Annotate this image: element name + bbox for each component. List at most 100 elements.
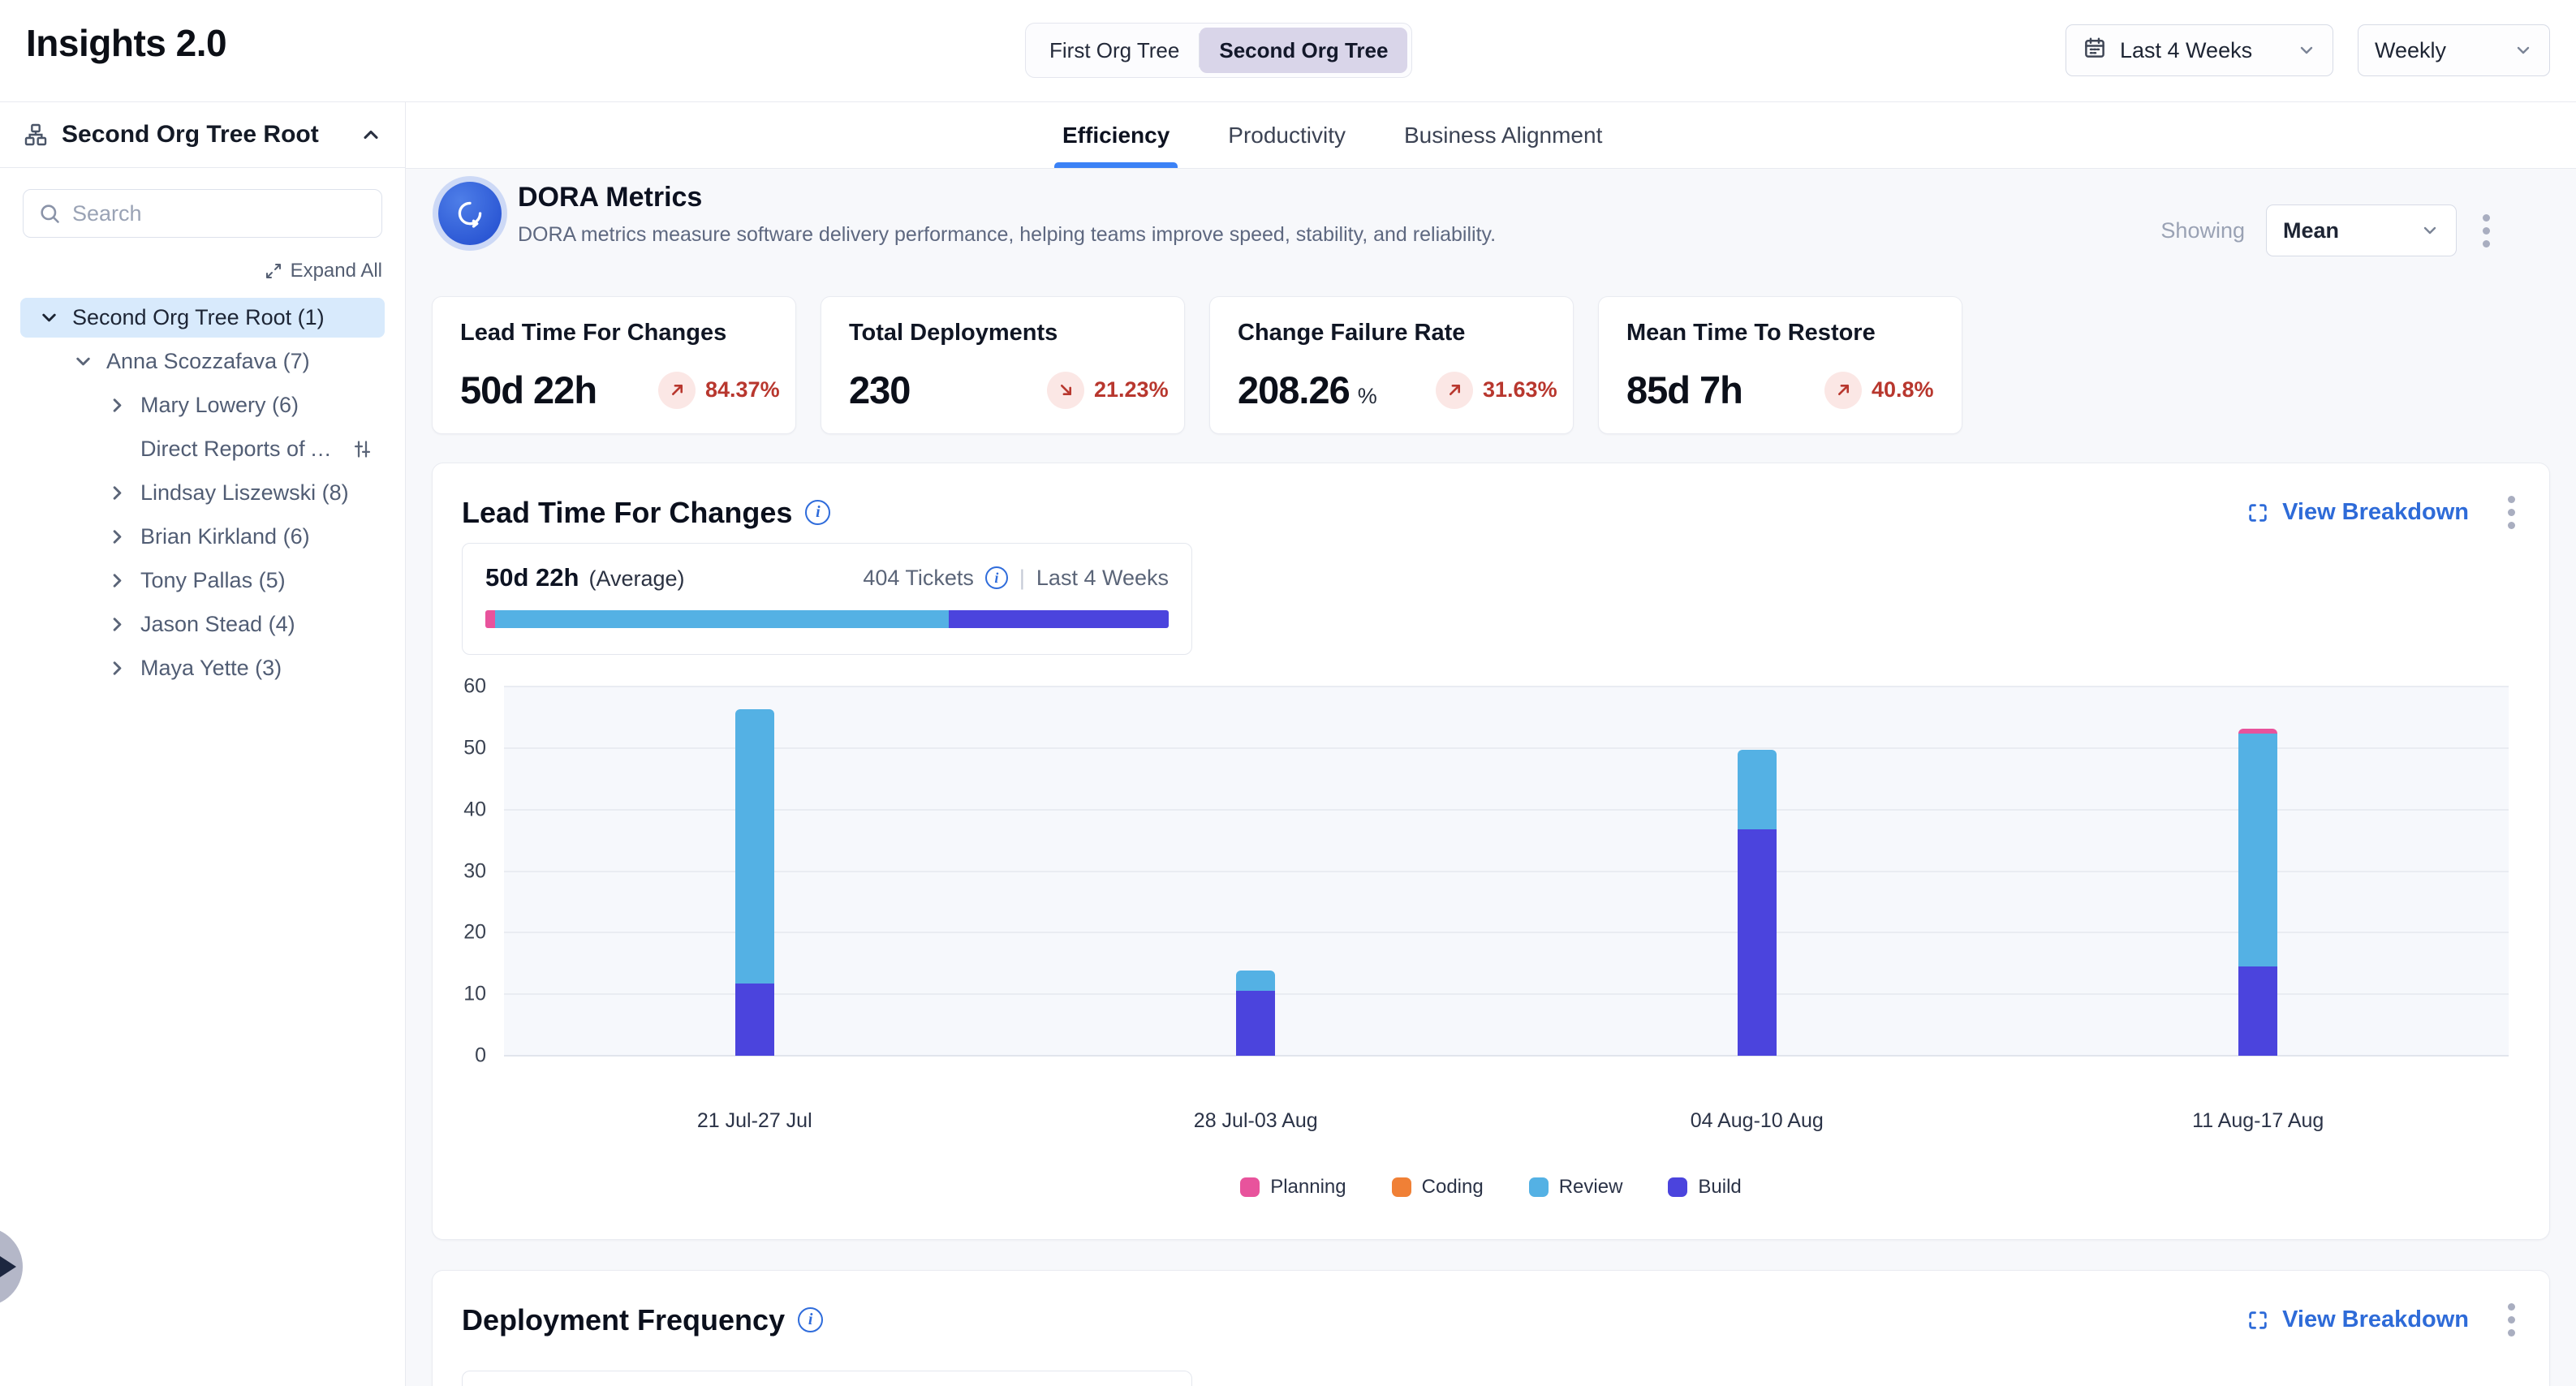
trend-percent: 21.23% xyxy=(1094,377,1169,402)
phase-segment-planning xyxy=(485,610,495,628)
metric-value: 208.26 xyxy=(1238,368,1350,411)
chevron-right-icon[interactable] xyxy=(106,657,128,679)
expand-all-icon xyxy=(264,261,283,281)
legend-item-review[interactable]: Review xyxy=(1528,1176,1623,1199)
granularity-dropdown[interactable]: Weekly xyxy=(2358,24,2550,76)
tree-item-tony-pallas-5[interactable]: Tony Pallas (5) xyxy=(20,561,385,600)
deployment-title: Deployment Frequency xyxy=(462,1302,786,1336)
metric-value: 230 xyxy=(849,368,911,411)
chevron-right-icon[interactable] xyxy=(106,613,128,635)
info-icon[interactable]: i xyxy=(805,500,831,525)
chevron-down-icon[interactable] xyxy=(38,307,60,329)
showing-group: Showing Mean xyxy=(2160,204,2495,256)
tree-item-mary-lowery-6[interactable]: Mary Lowery (6) xyxy=(20,385,385,425)
org-tree: Second Org Tree Root (1) Anna Scozzafava … xyxy=(20,298,385,688)
trend-percent: 31.63% xyxy=(1483,377,1557,402)
legend-item-coding[interactable]: Coding xyxy=(1391,1176,1484,1199)
tree-item-jason-stead-4[interactable]: Jason Stead (4) xyxy=(20,605,385,644)
trend-up-icon xyxy=(1824,371,1862,409)
segment-review xyxy=(1737,750,1777,829)
view-breakdown-group: View Breakdown xyxy=(2246,491,2520,534)
metric-unit: % xyxy=(1357,384,1377,408)
showing-value: Mean xyxy=(2283,217,2340,243)
metric-title: Lead Time For Changes xyxy=(460,320,727,346)
showing-label: Showing xyxy=(2160,217,2245,243)
trend-badge: 84.37% xyxy=(658,371,780,409)
expand-all-label: Expand All xyxy=(290,260,382,282)
view-breakdown-group: View Breakdown xyxy=(2246,1298,2520,1341)
info-icon[interactable]: i xyxy=(798,1307,824,1332)
lead-time-header: Lead Time For Changes i View Breakdown xyxy=(462,491,2520,534)
view-breakdown-link[interactable]: View Breakdown xyxy=(2282,499,2469,525)
tree-item-label: Maya Yette (3) xyxy=(140,656,282,680)
dora-kebab-menu[interactable] xyxy=(2478,209,2495,252)
legend-item-planning[interactable]: Planning xyxy=(1240,1176,1346,1199)
chevron-down-icon xyxy=(2297,41,2316,60)
chevron-right-icon[interactable] xyxy=(106,526,128,548)
dora-section-header: DORA Metrics DORA metrics measure softwa… xyxy=(438,180,1496,247)
trend-badge: 40.8% xyxy=(1824,371,1934,409)
legend-label: Planning xyxy=(1270,1176,1346,1198)
lead-time-kebab-menu[interactable] xyxy=(2503,491,2520,534)
toggle-first-org-tree[interactable]: First Org Tree xyxy=(1049,37,1180,62)
deployment-header: Deployment Frequency i View Breakdown xyxy=(462,1298,2520,1341)
date-range-dropdown[interactable]: Last 4 Weeks xyxy=(2066,24,2333,76)
y-axis-tick: 40 xyxy=(463,798,486,821)
gridline-y60 xyxy=(504,686,2509,687)
metric-title: Change Failure Rate xyxy=(1238,320,1466,346)
gridline-y20 xyxy=(504,932,2509,934)
tree-item-second-org-tree-root-1[interactable]: Second Org Tree Root (1) xyxy=(20,298,385,338)
tab-business-alignment[interactable]: Business Alignment xyxy=(1404,122,1603,148)
tree-item-label: Tony Pallas (5) xyxy=(140,568,286,592)
x-axis-label: 28 Jul-03 Aug xyxy=(1193,1109,1318,1132)
org-tree-sidebar: Second Org Tree Root Expand All Second O… xyxy=(0,102,406,1386)
showing-dropdown[interactable]: Mean xyxy=(2266,204,2457,256)
legend-label: Review xyxy=(1558,1176,1623,1198)
legend-item-build[interactable]: Build xyxy=(1668,1176,1742,1199)
segment-build xyxy=(2238,966,2278,1056)
tab-productivity[interactable]: Productivity xyxy=(1228,122,1346,148)
tabs: Efficiency Productivity Business Alignment xyxy=(1053,102,1605,168)
chevron-down-icon xyxy=(2514,41,2533,60)
tree-item-lindsay-liszewski-8[interactable]: Lindsay Liszewski (8) xyxy=(20,473,385,513)
legend-swatch xyxy=(1240,1177,1260,1197)
sidebar-search[interactable] xyxy=(23,189,382,238)
tree-item-label: Brian Kirkland (6) xyxy=(140,524,310,549)
tree-item-anna-scozzafava-7[interactable]: Anna Scozzafava (7) xyxy=(20,342,385,381)
tree-item-direct-reports-of-a[interactable]: Direct Reports of A... xyxy=(20,429,385,469)
calendar-icon xyxy=(2083,36,2107,66)
metric-cards: Lead Time For Changes 50d 22h 84.37% Total … xyxy=(432,296,1962,434)
legend-label: Coding xyxy=(1421,1176,1484,1198)
bar-28-jul-03-aug[interactable] xyxy=(1236,970,1276,1056)
filter-sliders-icon[interactable] xyxy=(351,438,373,460)
bar-21-jul-27-jul[interactable] xyxy=(734,709,774,1056)
chevron-down-icon[interactable] xyxy=(72,351,94,372)
bar-11-aug-17-aug[interactable] xyxy=(2238,728,2278,1056)
toggle-divider xyxy=(1199,33,1200,67)
org-tree-icon xyxy=(23,122,49,148)
chevron-right-icon[interactable] xyxy=(106,482,128,504)
tickets-info-icon[interactable]: i xyxy=(984,566,1008,589)
gridline-y50 xyxy=(504,747,2509,749)
lead-time-title-group: Lead Time For Changes i xyxy=(462,496,831,530)
tree-item-label: Second Org Tree Root (1) xyxy=(72,305,325,329)
toggle-second-org-tree[interactable]: Second Org Tree xyxy=(1200,28,1408,73)
trend-up-icon xyxy=(658,371,696,409)
tree-item-label: Mary Lowery (6) xyxy=(140,393,299,417)
sidebar-header[interactable]: Second Org Tree Root xyxy=(0,102,405,168)
main-area: Efficiency Productivity Business Alignment… xyxy=(406,102,2576,1386)
y-axis-tick: 10 xyxy=(463,982,486,1005)
lead-time-panel: Lead Time For Changes i View Breakdown xyxy=(432,463,2550,1240)
view-breakdown-link[interactable]: View Breakdown xyxy=(2282,1306,2469,1332)
chevron-right-icon[interactable] xyxy=(106,570,128,592)
tree-item-brian-kirkland-6[interactable]: Brian Kirkland (6) xyxy=(20,517,385,557)
bar-04-aug-10-aug[interactable] xyxy=(1737,750,1777,1056)
expand-all-button[interactable]: Expand All xyxy=(23,259,382,283)
tab-efficiency[interactable]: Efficiency xyxy=(1053,102,1178,168)
chevron-up-icon[interactable] xyxy=(360,123,382,146)
chevron-right-icon[interactable] xyxy=(106,394,128,416)
search-input[interactable] xyxy=(72,200,367,226)
tree-item-maya-yette-3[interactable]: Maya Yette (3) xyxy=(20,648,385,688)
search-icon xyxy=(38,202,61,225)
deployment-kebab-menu[interactable] xyxy=(2503,1298,2520,1341)
